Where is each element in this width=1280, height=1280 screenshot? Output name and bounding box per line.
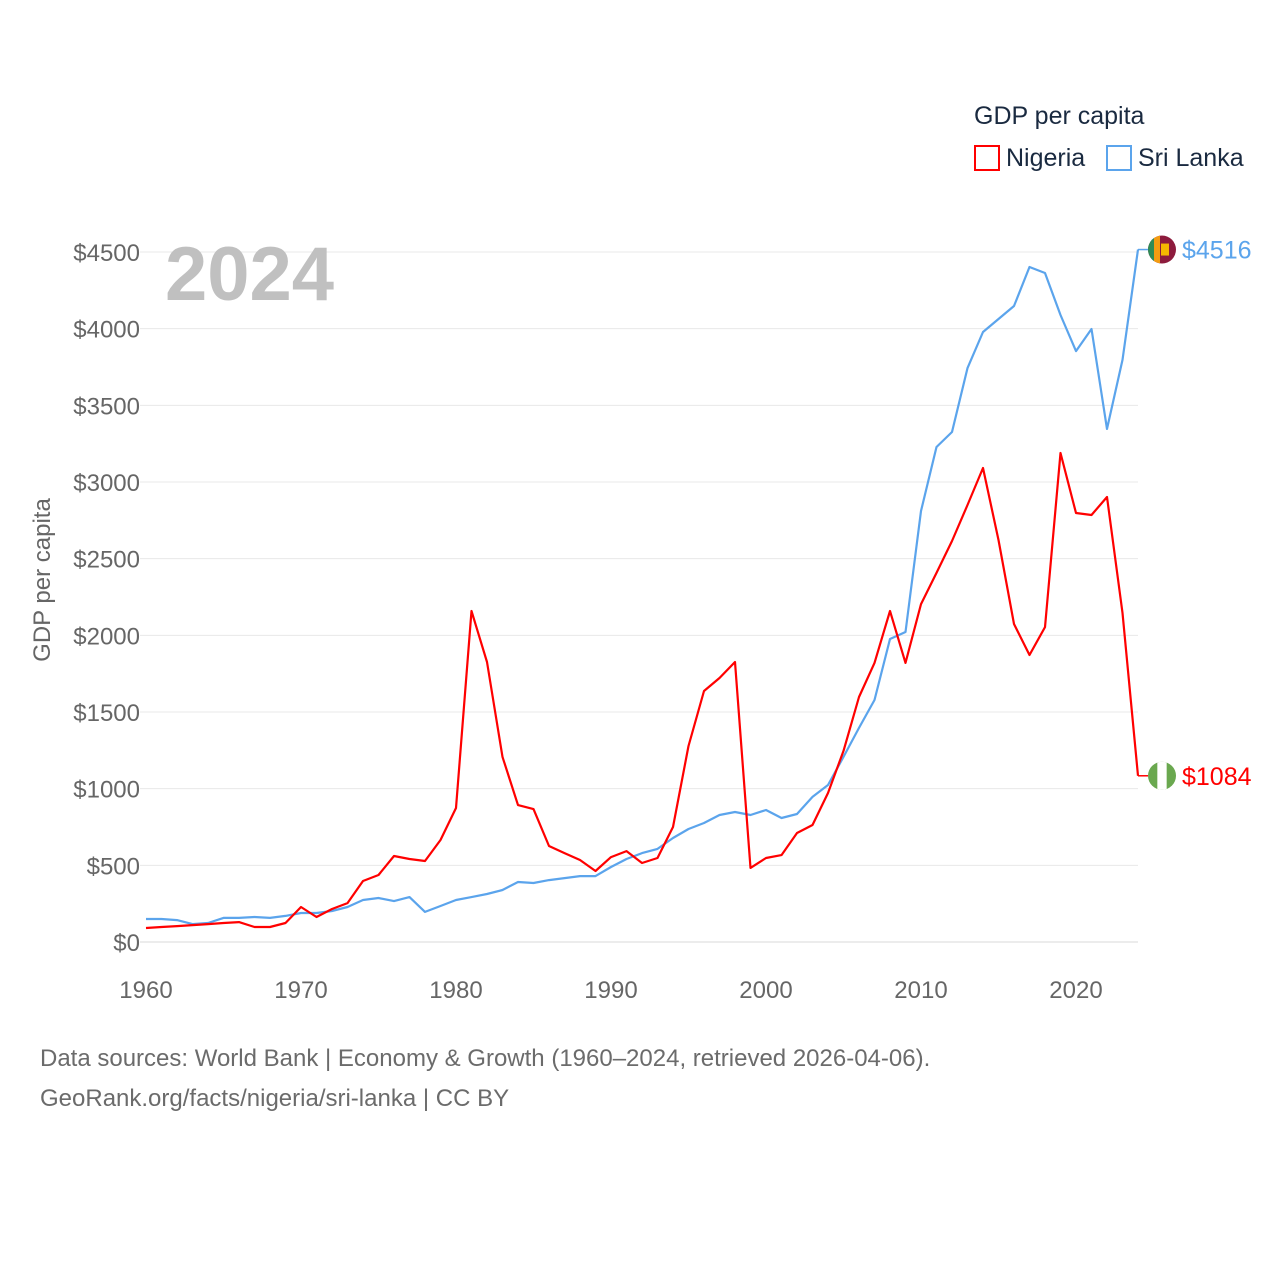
end-value-label: $4516 bbox=[1182, 237, 1252, 265]
footer-link[interactable]: GeoRank.org/facts/nigeria/sri-lanka | CC… bbox=[40, 1085, 510, 1112]
series-line-sri-lanka bbox=[146, 249, 1140, 926]
year-watermark: 2024 bbox=[165, 232, 334, 317]
legend-label-nigeria: Nigeria bbox=[1006, 144, 1085, 172]
legend-label-sri-lanka: Sri Lanka bbox=[1138, 144, 1244, 172]
y-tick-label: $4000 bbox=[73, 317, 140, 344]
y-tick-label: $1000 bbox=[73, 777, 140, 804]
x-tick-label: 2000 bbox=[739, 977, 792, 1004]
legend-item-sri-lanka[interactable]: Sri Lanka bbox=[1106, 144, 1244, 172]
x-tick-label: 1980 bbox=[429, 977, 482, 1004]
sri-lanka-flag-icon bbox=[1148, 235, 1176, 264]
nigeria-flag-icon bbox=[1148, 761, 1176, 790]
footer-sources: Data sources: World Bank | Economy & Gro… bbox=[40, 1045, 931, 1072]
legend-item-nigeria[interactable]: Nigeria bbox=[974, 144, 1085, 172]
y-axis-label: GDP per capita bbox=[29, 498, 56, 662]
y-axis-ticks: $0 $500 $1000 $1500 $2000 $2500 $3000 $3500 $400… bbox=[73, 240, 140, 957]
y-tick-label: $3000 bbox=[73, 470, 140, 497]
gridlines bbox=[140, 251, 1138, 943]
legend-swatch-nigeria bbox=[974, 145, 1000, 171]
y-tick-label: $1500 bbox=[73, 700, 140, 727]
y-tick-label: $0 bbox=[113, 930, 140, 957]
x-tick-label: 2020 bbox=[1049, 977, 1102, 1004]
y-tick-label: $3500 bbox=[73, 393, 140, 420]
x-tick-label: 1960 bbox=[119, 977, 172, 1004]
legend-swatch-sri-lanka bbox=[1106, 145, 1132, 171]
series-line-nigeria bbox=[145, 451, 1140, 930]
x-axis-ticks: 1960 1970 1980 1990 2000 2010 2020 bbox=[119, 977, 1102, 1004]
x-tick-label: 2010 bbox=[894, 977, 947, 1004]
legend-title: GDP per capita bbox=[974, 102, 1145, 130]
y-tick-label: $2000 bbox=[73, 623, 140, 650]
y-tick-label: $500 bbox=[87, 853, 140, 880]
y-tick-label: $2500 bbox=[73, 547, 140, 574]
y-tick-label: $4500 bbox=[73, 240, 140, 267]
end-value-label: $1084 bbox=[1182, 763, 1252, 791]
x-tick-label: 1990 bbox=[584, 977, 637, 1004]
series-lines bbox=[145, 249, 1140, 930]
x-tick-label: 1970 bbox=[274, 977, 327, 1004]
